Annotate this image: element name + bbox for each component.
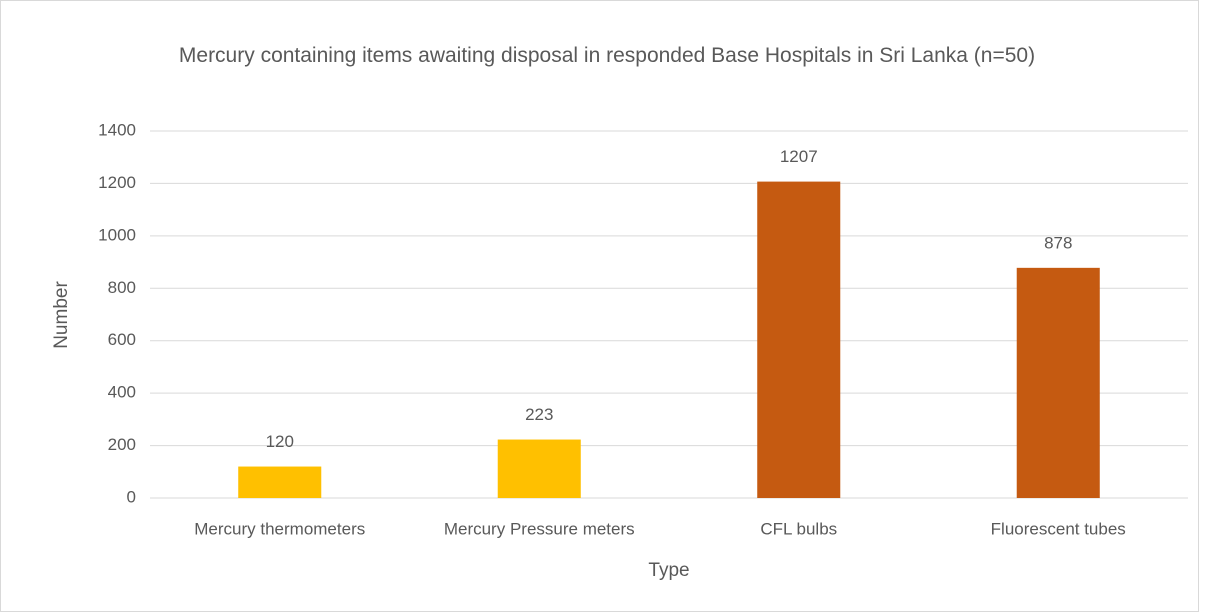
data-label: 223 bbox=[525, 405, 553, 424]
y-tick-label: 0 bbox=[127, 487, 136, 506]
x-tick-label: Mercury Pressure meters bbox=[444, 519, 635, 538]
x-axis-label: Type bbox=[648, 560, 689, 581]
bar bbox=[497, 439, 581, 498]
y-tick-label: 1400 bbox=[98, 120, 136, 139]
data-label: 878 bbox=[1044, 233, 1072, 252]
data-label: 1207 bbox=[780, 147, 818, 166]
y-tick-label: 600 bbox=[108, 330, 136, 349]
chart-title: Mercury containing items awaiting dispos… bbox=[178, 44, 1036, 67]
bar bbox=[1016, 267, 1100, 498]
bar bbox=[238, 466, 322, 498]
data-label: 120 bbox=[266, 432, 294, 451]
x-tick-label: Mercury thermometers bbox=[194, 519, 365, 538]
x-tick-label: CFL bulbs bbox=[760, 519, 837, 538]
x-tick-label: Fluorescent tubes bbox=[991, 519, 1126, 538]
y-tick-label: 200 bbox=[108, 435, 136, 454]
y-tick-label: 1000 bbox=[98, 225, 136, 244]
y-tick-label: 400 bbox=[108, 383, 136, 402]
y-tick-label: 1200 bbox=[98, 173, 136, 192]
y-tick-label: 800 bbox=[108, 278, 136, 297]
y-axis-label: Number bbox=[51, 281, 72, 349]
bar bbox=[757, 181, 841, 498]
